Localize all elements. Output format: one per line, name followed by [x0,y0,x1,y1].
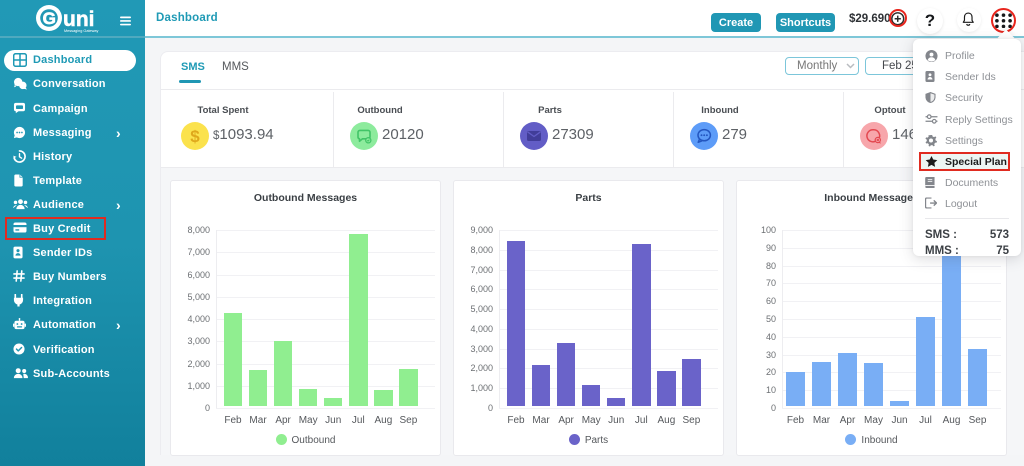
svg-text:Messaging Gateway: Messaging Gateway [64,29,99,33]
svg-text:G: G [43,9,56,28]
svg-text:uni: uni [63,8,95,31]
svg-text:$: $ [190,127,200,146]
